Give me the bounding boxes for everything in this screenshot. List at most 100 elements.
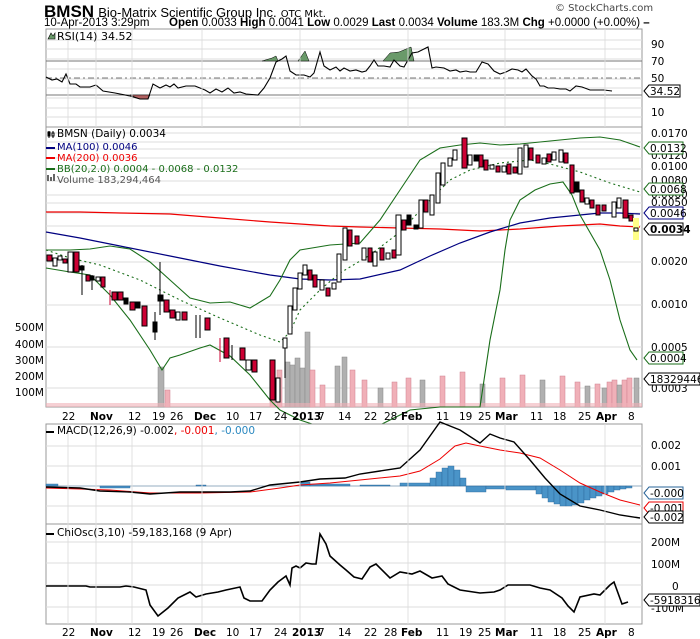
- price-legend-ma100: MA(100) 0.0046: [57, 142, 138, 153]
- svg-text:0.0100: 0.0100: [651, 161, 688, 173]
- last-label: Last: [371, 17, 396, 29]
- svg-text:Apr: Apr: [596, 411, 618, 423]
- svg-text:22: 22: [364, 411, 377, 423]
- chart-title: BMSN Bio-Matrix Scientific Group Inc. OT…: [44, 2, 326, 22]
- x-axis-bottom: 22 Nov 12 19 26 Dec 10 17 24 2013 7 14 2…: [62, 627, 635, 639]
- svg-text:183294464: 183294464: [650, 374, 700, 386]
- svg-text:24: 24: [274, 627, 288, 639]
- candle-legend-icon: [47, 131, 55, 138]
- open-label: Open: [169, 17, 199, 29]
- macd-hist-tag: -0.000: [643, 486, 684, 500]
- volume-legend-icon: [47, 174, 55, 181]
- svg-text:28: 28: [384, 627, 397, 639]
- svg-text:0.0010: 0.0010: [651, 299, 688, 311]
- rsi-value-tag: 34.52: [643, 84, 681, 98]
- rsi-legend: RSI(14) 34.52: [57, 30, 133, 43]
- ma200-line: [46, 211, 641, 232]
- macd-legend-name: MACD(12,26,9): [57, 425, 137, 437]
- ma100-tag: 0.0046: [643, 206, 687, 220]
- svg-text:25: 25: [578, 627, 591, 639]
- quote-bar: 10-Apr-2013 3:29pm Open 0.0033 High 0.00…: [44, 17, 650, 29]
- svg-text:8: 8: [628, 411, 635, 423]
- quote-values: Open 0.0033 High 0.0041 Low 0.0029 Last …: [169, 17, 650, 29]
- svg-text:0.0020: 0.0020: [651, 256, 688, 268]
- svg-text:Dec: Dec: [194, 411, 216, 423]
- svg-text:90: 90: [651, 39, 664, 51]
- quote-datetime: 10-Apr-2013 3:29pm: [44, 17, 150, 29]
- chg-label: Chg: [522, 17, 545, 29]
- svg-text:18: 18: [553, 411, 566, 423]
- svg-text:Dec: Dec: [194, 627, 216, 639]
- svg-text:200M: 200M: [15, 371, 44, 383]
- bb-lower-tag: 0.0004: [643, 351, 687, 365]
- rsi-legend-icon: [47, 32, 56, 40]
- open-value: 0.0033: [201, 17, 237, 29]
- macd-signal-line: [45, 442, 641, 506]
- svg-text:Apr: Apr: [596, 627, 618, 639]
- copyright: © StockCharts.com: [555, 3, 654, 14]
- svg-text:7: 7: [318, 411, 325, 423]
- svg-text:7: 7: [318, 627, 325, 639]
- svg-text:25: 25: [478, 627, 491, 639]
- svg-text:10: 10: [226, 411, 239, 423]
- svg-text:Mar: Mar: [495, 627, 519, 639]
- svg-text:11: 11: [436, 411, 449, 423]
- svg-text:24: 24: [274, 411, 288, 423]
- svg-text:8: 8: [628, 627, 635, 639]
- chiosc-panel: [45, 523, 643, 625]
- svg-text:17: 17: [249, 411, 262, 423]
- chiosc-tag: -59183168: [643, 593, 700, 607]
- macd-panel: [45, 421, 643, 525]
- bb-upper-tag: 0.0132: [643, 141, 687, 155]
- svg-text:0.002: 0.002: [651, 440, 681, 452]
- macd-legend: MACD(12,26,9) -0.002, -0.001, -0.000: [57, 425, 256, 437]
- svg-text:17: 17: [249, 627, 262, 639]
- macd-legend-value: -0.002: [140, 425, 174, 437]
- macd-legend-swatch: [46, 431, 54, 433]
- svg-text:22: 22: [62, 411, 75, 423]
- last-price-tag: 0.0034: [643, 222, 691, 236]
- svg-text:0.0004: 0.0004: [650, 353, 687, 365]
- macd-line-tag: -0.002: [643, 510, 684, 524]
- high-value: 0.0041: [268, 17, 304, 29]
- svg-text:2013: 2013: [292, 411, 321, 423]
- svg-text:100M: 100M: [651, 559, 680, 571]
- company-name: Bio-Matrix Scientific Group Inc.: [98, 5, 277, 20]
- svg-text:12: 12: [128, 627, 141, 639]
- svg-text:0.0050: 0.0050: [651, 197, 688, 209]
- macd-axis: 0.002 0.001: [651, 440, 681, 473]
- svg-text:11: 11: [530, 411, 543, 423]
- rsi-panel: [45, 28, 643, 128]
- price-legend-ma200: MA(200) 0.0036: [57, 153, 138, 164]
- svg-text:0.0034: 0.0034: [650, 224, 691, 236]
- svg-text:400M: 400M: [15, 339, 44, 351]
- svg-text:Nov: Nov: [90, 411, 113, 423]
- volume-label: Volume: [436, 17, 478, 29]
- svg-text:0.0005: 0.0005: [651, 342, 688, 354]
- price-legend-symbol: BMSN (Daily) 0.0034: [57, 128, 166, 140]
- price-panel: [45, 126, 643, 441]
- chiosc-legend-swatch: [46, 533, 54, 535]
- svg-text:19: 19: [459, 627, 472, 639]
- svg-text:34.52: 34.52: [650, 86, 680, 98]
- svg-text:19: 19: [459, 411, 472, 423]
- svg-text:Feb: Feb: [401, 411, 423, 423]
- ticker-symbol: BMSN: [44, 2, 95, 21]
- svg-text:0.0046: 0.0046: [650, 208, 687, 220]
- volume-bars: [46, 331, 642, 408]
- svg-text:11: 11: [530, 627, 543, 639]
- svg-text:25: 25: [478, 411, 491, 423]
- last-value: 0.0034: [398, 17, 434, 29]
- volume-tag: 183294464: [643, 372, 700, 386]
- svg-text:50: 50: [651, 73, 664, 85]
- svg-text:100M: 100M: [15, 387, 44, 399]
- svg-text:Mar: Mar: [495, 411, 519, 423]
- svg-text:0.0068: 0.0068: [650, 184, 687, 196]
- macd-legend-histogram: -0.000: [221, 425, 256, 437]
- svg-text:22: 22: [364, 627, 377, 639]
- svg-text:10: 10: [651, 107, 664, 119]
- rsi-axis: 90 70 50 10: [651, 39, 664, 119]
- macd-legend-signal: -0.001: [180, 425, 215, 437]
- svg-text:10: 10: [226, 627, 239, 639]
- volume-axis: 500M 400M 300M 200M 100M: [15, 322, 44, 399]
